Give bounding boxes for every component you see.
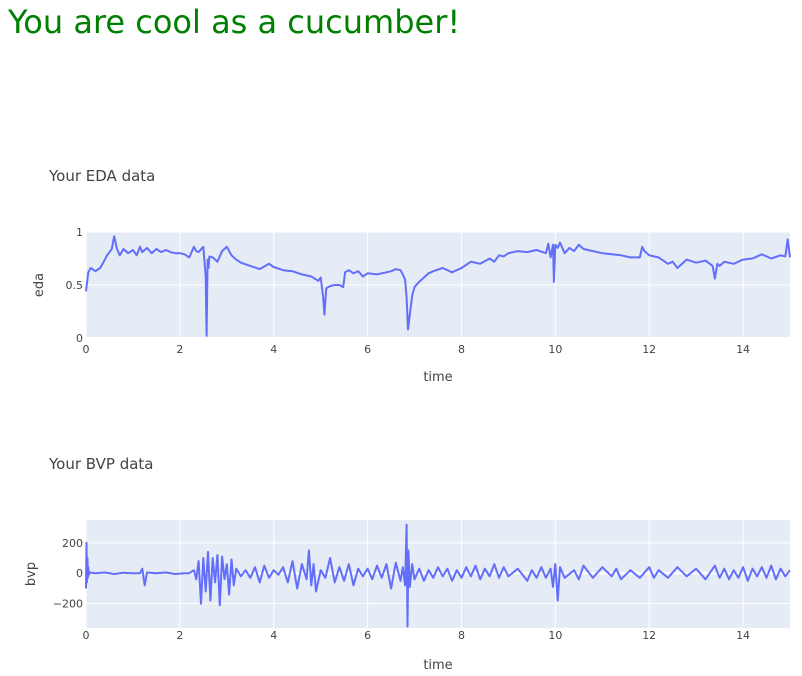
eda-x-tick-label: 8 [458, 343, 465, 356]
bvp-trace-group [85, 523, 791, 628]
eda-x-tick-label: 4 [270, 343, 277, 356]
bvp-chart-title: Your BVP data [48, 455, 153, 473]
eda-series-line [85, 235, 791, 337]
bvp-y-axis-title: bvp [24, 562, 39, 586]
eda-x-axis-title: time [423, 370, 452, 385]
bvp-x-tick-label: 6 [364, 629, 371, 642]
bvp-x-axis-title: time [423, 658, 452, 673]
eda-y-tick-label: 0.5 [66, 279, 84, 292]
bvp-x-tick-label: 2 [176, 629, 183, 642]
bvp-y-tick-label: −200 [53, 598, 83, 611]
bvp-y-tick-label: 200 [62, 537, 83, 550]
eda-tick-labels: 0 2 4 6 8 10 12 14 0 0.5 1 [66, 226, 751, 356]
bvp-y-tick-label: 0 [76, 567, 83, 580]
eda-trace-group [85, 235, 791, 337]
bvp-x-tick-label: 0 [83, 629, 90, 642]
page-headline: You are cool as a cucumber! [8, 3, 461, 41]
bvp-series-line [85, 523, 791, 628]
bvp-x-tick-label: 4 [270, 629, 277, 642]
eda-chart-title: Your EDA data [48, 167, 155, 185]
bvp-x-tick-label: 8 [458, 629, 465, 642]
bvp-x-tick-label: 12 [642, 629, 656, 642]
eda-y-axis-title: eda [32, 273, 47, 297]
eda-chart: Your EDA data 0 2 4 6 8 10 12 14 0 0.5 1 time eda [32, 167, 791, 385]
eda-x-tick-label: 0 [83, 343, 90, 356]
eda-x-tick-label: 10 [548, 343, 562, 356]
eda-y-tick-label: 0 [76, 332, 83, 345]
eda-x-tick-label: 14 [736, 343, 750, 356]
bvp-x-tick-label: 10 [548, 629, 562, 642]
bvp-tick-labels: 0 2 4 6 8 10 12 14 −200 0 200 [53, 537, 750, 642]
bvp-x-tick-label: 14 [736, 629, 750, 642]
eda-x-tick-label: 12 [642, 343, 656, 356]
eda-y-tick-label: 1 [76, 226, 83, 239]
bvp-chart: Your BVP data 0 2 4 6 8 10 12 14 −200 0 200 time b… [24, 455, 791, 673]
eda-x-tick-label: 2 [176, 343, 183, 356]
eda-x-tick-label: 6 [364, 343, 371, 356]
